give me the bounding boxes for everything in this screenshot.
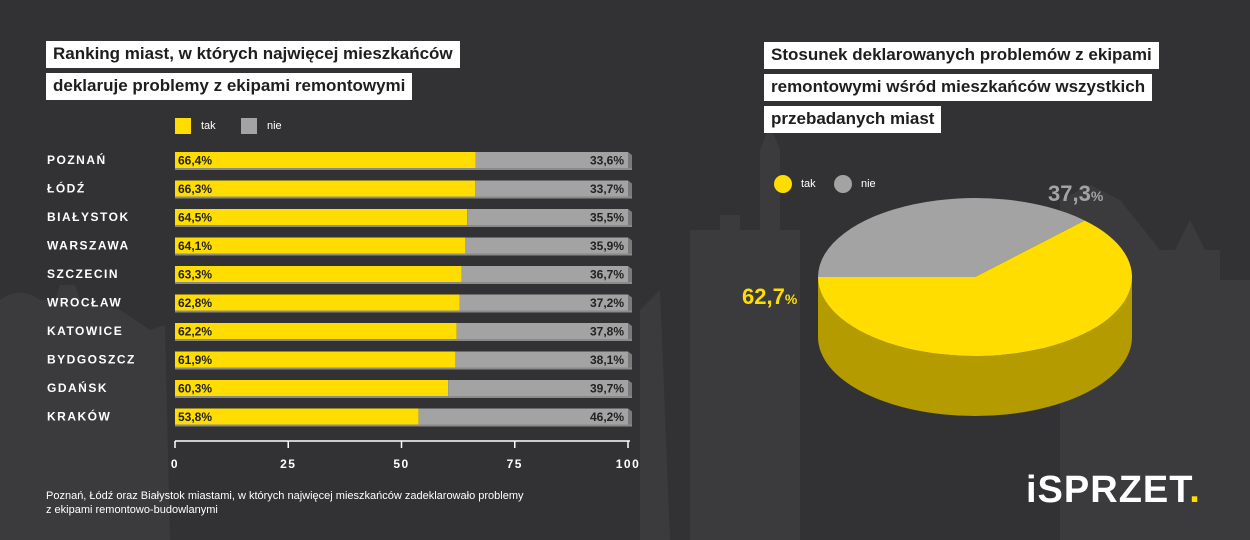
data-label-no-lodz: 33,7% xyxy=(590,182,624,196)
x-tick-label-50: 50 xyxy=(393,457,409,471)
bar-bottom-wroclaw xyxy=(175,310,632,313)
bar-bottom-gdansk xyxy=(175,396,632,398)
bar-yes-bialystok xyxy=(175,209,468,225)
legend-swatch-yes xyxy=(175,118,191,134)
city-label-bialystok: BIAŁYSTOK xyxy=(47,210,130,224)
footnote-line-2: z ekipami remontowo-budowlanymi xyxy=(46,504,218,516)
bar-bottom-bydgoszcz xyxy=(175,367,632,370)
bar-side-katowice xyxy=(628,323,632,341)
city-label-warszawa: WARSZAWA xyxy=(47,239,130,253)
bar-no-lodz xyxy=(475,180,628,197)
bar-yes-katowice xyxy=(175,323,457,339)
pie-legend-label-no: nie xyxy=(861,178,876,190)
bar-side-poznan xyxy=(628,152,632,170)
bar-no-katowice xyxy=(456,323,628,339)
bar-yes-wroclaw xyxy=(175,294,460,311)
x-tick-label-75: 75 xyxy=(507,457,523,471)
x-tick-label-100: 100 xyxy=(616,457,641,471)
bar-no-bialystok xyxy=(467,209,628,225)
bar-yes-szczecin xyxy=(175,266,462,282)
data-label-no-bydgoszcz: 38,1% xyxy=(590,353,624,367)
city-label-gdansk: GDAŃSK xyxy=(47,380,108,395)
footnote-line-1: Poznań, Łódź oraz Białystok miastami, w … xyxy=(46,490,524,502)
data-label-no-wroclaw: 37,2% xyxy=(590,296,624,310)
legend-label-no: nie xyxy=(267,120,282,132)
legend-label-yes: tak xyxy=(201,120,216,132)
city-label-krakow: KRAKÓW xyxy=(47,409,111,424)
city-label-lodz: ŁÓDŹ xyxy=(47,181,86,196)
bar-yes-lodz xyxy=(175,180,476,197)
bar-bottom-lodz xyxy=(175,196,632,199)
data-label-yes-poznan: 66,4% xyxy=(178,154,212,168)
bar-side-krakow xyxy=(628,408,632,427)
data-label-yes-katowice: 62,2% xyxy=(178,325,212,339)
right-title-line-1: Stosunek deklarowanych problemów z ekipa… xyxy=(764,42,1159,69)
data-label-yes-szczecin: 63,3% xyxy=(178,268,212,282)
bar-yes-krakow xyxy=(175,408,419,425)
left-chart-title: Ranking miast, w których najwięcej miesz… xyxy=(46,41,460,105)
city-label-katowice: KATOWICE xyxy=(47,324,123,338)
city-label-bydgoszcz: BYDGOSZCZ xyxy=(47,353,136,367)
city-label-poznan: POZNAŃ xyxy=(47,152,107,167)
city-label-wroclaw: WROCŁAW xyxy=(47,296,122,310)
bar-yes-gdansk xyxy=(175,380,449,396)
logo-dot: . xyxy=(1189,469,1201,511)
data-label-no-bialystok: 35,5% xyxy=(590,211,624,225)
bar-yes-poznan xyxy=(175,152,476,168)
data-label-no-katowice: 37,8% xyxy=(590,325,624,339)
isprzet-logo: iSPRZET. xyxy=(1026,469,1201,512)
data-label-no-krakow: 46,2% xyxy=(590,410,624,424)
bar-no-gdansk xyxy=(448,380,628,396)
data-label-yes-warszawa: 64,1% xyxy=(178,239,212,253)
bar-side-szczecin xyxy=(628,266,632,284)
bar-bottom-bialystok xyxy=(175,225,632,227)
bar-bottom-poznan xyxy=(175,168,632,170)
x-tick-label-25: 25 xyxy=(280,457,296,471)
right-title-line-2: remontowymi wśród mieszkańców wszystkich xyxy=(764,74,1153,101)
bar-yes-warszawa xyxy=(175,237,466,254)
bar-no-poznan xyxy=(475,152,628,168)
bar-no-wroclaw xyxy=(459,294,628,311)
data-label-yes-krakow: 53,8% xyxy=(178,410,212,424)
bar-bottom-szczecin xyxy=(175,282,632,284)
pie-legend-label-yes: tak xyxy=(801,178,816,190)
data-label-no-szczecin: 36,7% xyxy=(590,268,624,282)
logo-text: iSPRZET xyxy=(1026,469,1190,511)
data-label-no-gdansk: 39,7% xyxy=(590,382,624,396)
pie-legend-dot-no xyxy=(834,175,852,193)
bar-bottom-katowice xyxy=(175,339,632,341)
data-label-no-warszawa: 35,9% xyxy=(590,239,624,253)
right-title-line-3: przebadanych miast xyxy=(764,106,942,133)
bar-no-krakow xyxy=(418,408,628,425)
left-title-line-1: Ranking miast, w których najwięcej miesz… xyxy=(46,41,460,68)
bar-side-wroclaw xyxy=(628,294,632,313)
bar-side-gdansk xyxy=(628,380,632,398)
bar-bottom-warszawa xyxy=(175,253,632,256)
bar-chart: POZNAŃ 66,4% 33,6% ŁÓDŹ 66,3% 33,7% BIAŁYSTOK 6… xyxy=(47,152,641,471)
bar-side-lodz xyxy=(628,180,632,199)
bar-side-warszawa xyxy=(628,237,632,256)
bar-no-warszawa xyxy=(465,237,628,254)
data-label-yes-lodz: 66,3% xyxy=(178,182,212,196)
legend-swatch-no xyxy=(241,118,257,134)
bar-no-bydgoszcz xyxy=(455,351,628,368)
bar-side-bialystok xyxy=(628,209,632,227)
city-label-szczecin: SZCZECIN xyxy=(47,267,119,281)
footnote: Poznań, Łódź oraz Białystok miastami, w … xyxy=(46,489,646,517)
data-label-yes-bialystok: 64,5% xyxy=(178,211,212,225)
left-title-line-2: deklaruje problemy z ekipami remontowymi xyxy=(46,73,413,100)
data-label-yes-gdansk: 60,3% xyxy=(178,382,212,396)
data-label-yes-wroclaw: 62,8% xyxy=(178,296,212,310)
x-tick-label-0: 0 xyxy=(171,457,179,471)
data-label-no-poznan: 33,6% xyxy=(590,154,624,168)
bar-side-bydgoszcz xyxy=(628,351,632,370)
bar-bottom-krakow xyxy=(175,424,632,427)
bar-no-szczecin xyxy=(461,266,628,282)
bar-yes-bydgoszcz xyxy=(175,351,456,368)
data-label-yes-bydgoszcz: 61,9% xyxy=(178,353,212,367)
pie-legend-dot-yes xyxy=(774,175,792,193)
right-chart-title: Stosunek deklarowanych problemów z ekipa… xyxy=(764,42,1159,138)
